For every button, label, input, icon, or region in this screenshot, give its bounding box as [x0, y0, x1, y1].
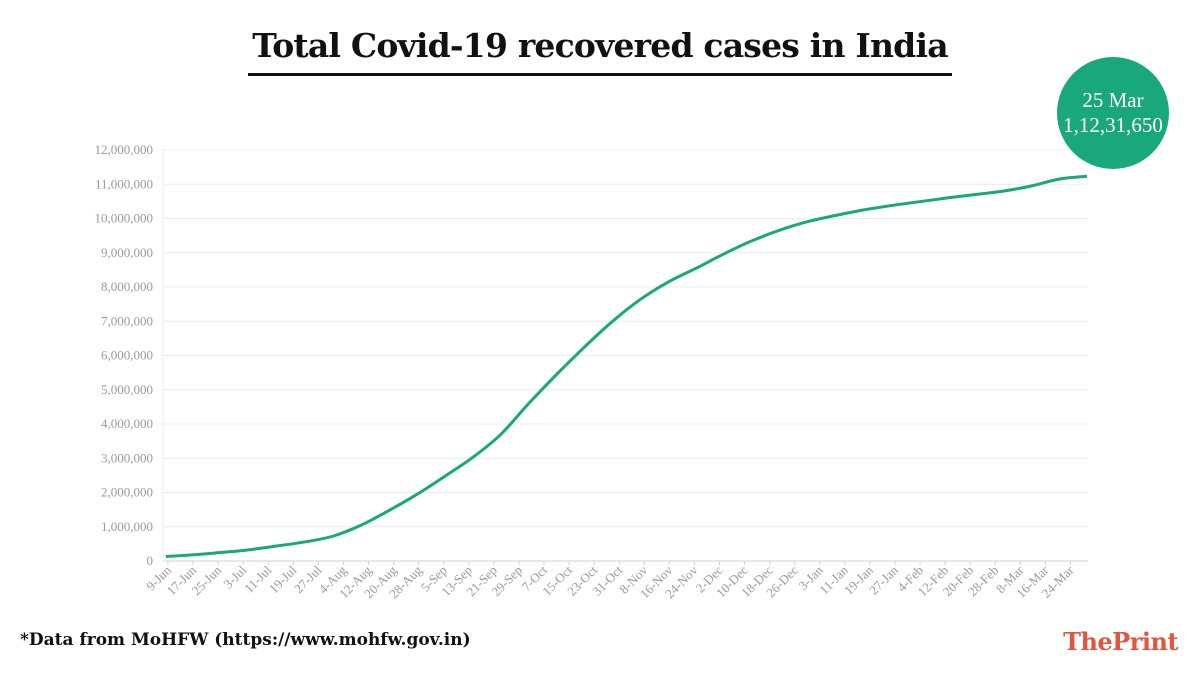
- brand-logo-part1: The: [1063, 627, 1113, 656]
- series-line-recovered: [165, 174, 1088, 558]
- y-axis: 0 1,000,000 2,000,000 3,000,000 4,000,000 5,0…: [95, 142, 154, 568]
- gridlines: [162, 149, 1088, 562]
- y-tick-label: 11,000,000: [95, 176, 153, 191]
- chart-title-wrap: Total Covid-19 recovered cases in India: [0, 26, 1200, 76]
- latest-value-callout: 25 Mar 1,12,31,650: [1057, 57, 1169, 169]
- y-tick-label: 7,000,000: [101, 313, 153, 328]
- y-tick-label: 10,000,000: [95, 211, 154, 226]
- y-tick-label: 4,000,000: [101, 416, 153, 431]
- y-tick-label: 1,000,000: [101, 519, 153, 534]
- y-tick-label: 6,000,000: [101, 348, 153, 363]
- y-tick-label: 12,000,000: [95, 142, 154, 157]
- x-tick-label: 27-Jan: [866, 562, 901, 597]
- y-tick-label: 0: [147, 553, 154, 568]
- y-tick-label: 9,000,000: [101, 245, 153, 260]
- y-tick-label: 5,000,000: [101, 382, 153, 397]
- callout-date: 25 Mar: [1082, 88, 1144, 112]
- chart-title: Total Covid-19 recovered cases in India: [248, 26, 952, 76]
- callout-value: 1,12,31,650: [1063, 113, 1163, 137]
- brand-logo-part2: Print: [1112, 627, 1178, 656]
- y-tick-label: 3,000,000: [101, 450, 153, 465]
- brand-logo: ThePrint: [1063, 627, 1178, 656]
- x-tick-label: 25-Jun: [189, 562, 225, 598]
- x-axis: 9-Jun17-Jun25-Jun3-Jul11-Jul19-Jul27-Jul…: [143, 561, 1077, 601]
- x-tick-label: 11-Jul: [241, 562, 275, 596]
- x-tick-label: 19-Jul: [266, 562, 300, 596]
- source-footnote: *Data from MoHFW (https://www.mohfw.gov.…: [20, 630, 471, 650]
- y-tick-label: 2,000,000: [101, 485, 153, 500]
- y-tick-label: 8,000,000: [101, 279, 153, 294]
